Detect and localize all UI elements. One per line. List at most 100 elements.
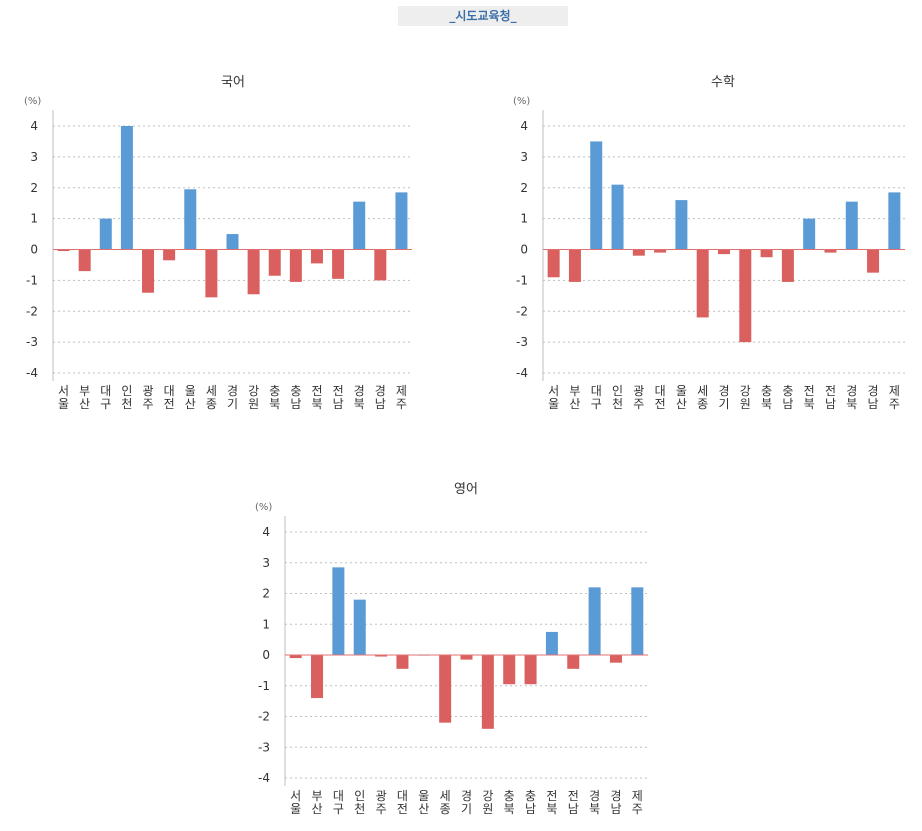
- bar-대전: [654, 249, 667, 253]
- bar-대전: [163, 249, 176, 261]
- bar-울산: [184, 189, 197, 250]
- y-tick-label: -1: [26, 273, 38, 287]
- bar-서울: [289, 655, 302, 659]
- bar-경북: [845, 201, 858, 250]
- y-tick-label: 2: [262, 587, 270, 601]
- y-tick-label: -2: [258, 710, 270, 724]
- bar-경북: [588, 587, 601, 655]
- bar-강원: [739, 249, 752, 343]
- y-tick-label: -3: [26, 335, 38, 349]
- bar-충북: [760, 249, 773, 258]
- bar-전남: [567, 655, 580, 669]
- bar-부산: [311, 655, 324, 699]
- y-tick-label: -1: [258, 679, 270, 693]
- bar-제주: [888, 192, 901, 250]
- bar-울산: [675, 200, 688, 250]
- y-tick-label: 3: [262, 556, 270, 570]
- bar-부산: [568, 249, 581, 282]
- bar-인천: [120, 126, 133, 250]
- bar-경북: [353, 201, 366, 250]
- chart-0: 국어 (%) 4 3 2 1 0 -1 -2 -3 -4 서 울 부 산 대 구 인 천 광 주 대 전 울 산 세 종 경 기 강 원 충 북…: [24, 75, 412, 411]
- bar-충남: [289, 249, 302, 282]
- chart-2: 영어 (%) 4 3 2 1 0 -1 -2 -3 -4 서 울 부 산 대 구 인 천 광 주 대 전 울 산 세 종 경 기 강 원 충 북…: [255, 482, 648, 816]
- bar-대구: [332, 567, 345, 655]
- bar-경남: [609, 655, 622, 663]
- chart-1: 수학 (%) 4 3 2 1 0 -1 -2 -3 -4 서 울 부 산 대 구 인 천 광 주 대 전 울 산 세 종 경 기 강 원 충 북…: [513, 75, 905, 411]
- bar-인천: [611, 184, 624, 250]
- y-tick-label: 1: [520, 212, 528, 226]
- bar-전남: [824, 249, 837, 253]
- y-tick-label: -4: [516, 366, 528, 380]
- y-tick-label: 2: [520, 181, 528, 195]
- y-unit-label: (%): [24, 96, 41, 107]
- bar-광주: [632, 249, 645, 256]
- chart-title: 영어: [454, 482, 478, 497]
- y-tick-label: 3: [30, 150, 38, 164]
- bar-세종: [696, 249, 709, 318]
- y-unit-label: (%): [255, 502, 272, 513]
- bar-세종: [439, 655, 452, 723]
- y-tick-label: -3: [258, 740, 270, 754]
- bar-경남: [867, 249, 880, 273]
- chart-title: 국어: [221, 75, 245, 90]
- header-box: [398, 6, 568, 26]
- bar-전북: [803, 218, 816, 250]
- y-tick-label: -4: [26, 366, 38, 380]
- y-tick-label: -3: [516, 335, 528, 349]
- y-tick-label: 4: [30, 119, 38, 133]
- bar-대전: [396, 655, 409, 669]
- y-tick-label: -1: [516, 273, 528, 287]
- bar-전남: [332, 249, 345, 279]
- y-tick-label: 1: [262, 617, 270, 631]
- y-tick-label: -4: [258, 771, 270, 785]
- bar-전북: [310, 249, 323, 264]
- bar-경기: [226, 234, 239, 250]
- y-tick-label: 1: [30, 212, 38, 226]
- y-tick-label: 2: [30, 181, 38, 195]
- bar-충북: [268, 249, 281, 276]
- y-tick-label: -2: [516, 304, 528, 318]
- bar-인천: [353, 599, 366, 655]
- bar-서울: [547, 249, 560, 278]
- bar-서울: [57, 249, 70, 252]
- bar-전북: [545, 631, 558, 655]
- bar-세종: [205, 249, 218, 298]
- y-tick-label: 0: [520, 243, 528, 257]
- y-tick-label: 0: [262, 648, 270, 662]
